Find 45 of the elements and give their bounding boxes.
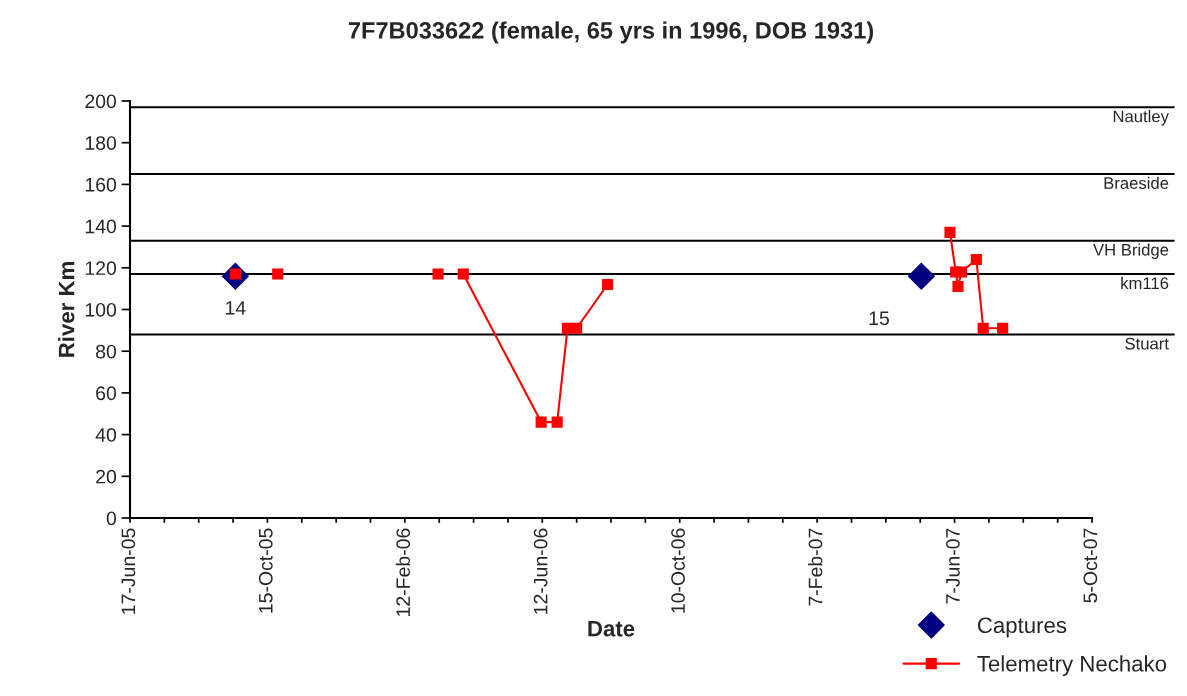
- point: [955, 266, 967, 278]
- x-tick-label: 17-Jun-05: [121, 528, 136, 614]
- ref-line-label: km116: [1121, 276, 1169, 290]
- point: [997, 322, 1009, 334]
- annotation: 14: [226, 301, 246, 315]
- point: [944, 226, 956, 238]
- y-tick-label: 40: [95, 428, 117, 442]
- ref-line-label: Braeside: [1104, 176, 1169, 189]
- chart-title: 7F7B033622 (female, 65 yrs in 1996, DOB 1931): [348, 21, 873, 44]
- y-tick-label: 100: [85, 302, 117, 317]
- point: [602, 278, 614, 291]
- ref-line-label: Stuart: [1125, 337, 1169, 350]
- x-tick-label: 5-Oct-07: [1083, 528, 1098, 603]
- point: [977, 322, 989, 334]
- point: [272, 268, 284, 280]
- y-tick-label: 200: [85, 94, 117, 109]
- y-tick-label: 140: [85, 219, 117, 234]
- annotation: 15: [869, 311, 889, 326]
- x-axis-title: Date: [588, 621, 635, 637]
- point: [571, 322, 583, 334]
- y-axis-title: River Km: [58, 262, 75, 357]
- x-tick-label: 7-Feb-07: [808, 528, 823, 606]
- point: [970, 253, 982, 266]
- y-tick-label: 180: [85, 136, 117, 150]
- legend-label: Captures: [977, 617, 1067, 638]
- point: [535, 416, 547, 428]
- y-tick-label: 80: [96, 344, 117, 359]
- y-tick-label: 160: [85, 177, 117, 192]
- point: [551, 416, 563, 428]
- legend-label: Telemetry Nechako: [977, 655, 1167, 676]
- x-tick-label: 7-Jun-07: [946, 528, 960, 604]
- x-tick-label: 15-Oct-05: [258, 528, 273, 613]
- y-tick-label: 60: [96, 386, 117, 401]
- x-tick-label: 10-Oct-06: [671, 528, 685, 613]
- y-tick-label: 20: [96, 469, 117, 484]
- point: [907, 262, 935, 290]
- point: [952, 281, 964, 293]
- y-tick-label: 120: [85, 261, 117, 276]
- y-tick-label: 0: [106, 511, 117, 526]
- ref-line-label: Nautley: [1113, 110, 1169, 126]
- point: [457, 268, 469, 280]
- ref-line-label: VH Bridge: [1093, 243, 1169, 260]
- x-tick-label: 12-Feb-06: [395, 528, 411, 616]
- point: [432, 268, 444, 280]
- x-tick-label: 12-Jun-06: [533, 528, 548, 614]
